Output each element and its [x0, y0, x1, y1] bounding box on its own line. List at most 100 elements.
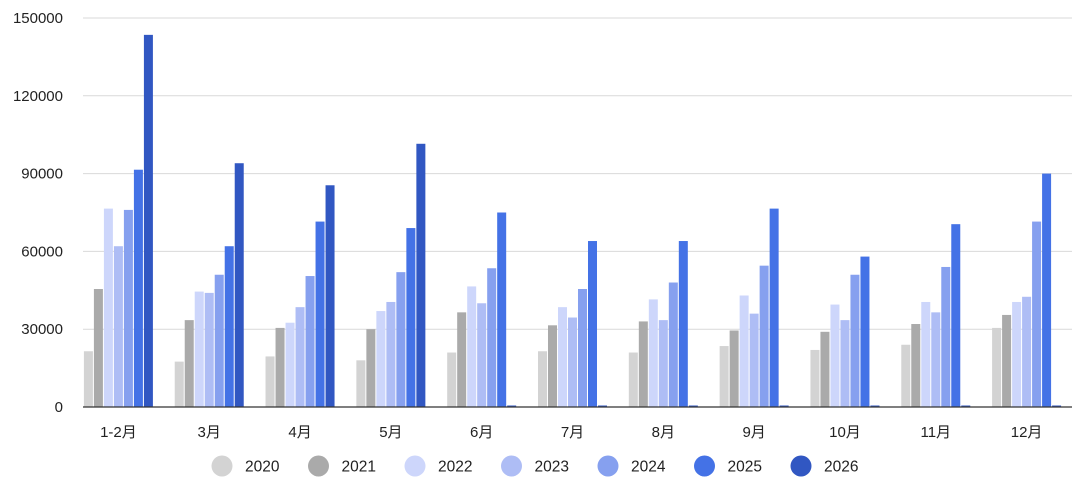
bar-2020-8[interactable]	[719, 346, 729, 407]
legend-item-2021[interactable]: 2021	[308, 455, 376, 477]
bar-2021-11[interactable]	[1002, 314, 1012, 407]
legend-item-2023[interactable]: 2023	[501, 455, 569, 477]
bar-2024-11[interactable]	[1032, 221, 1042, 407]
bar-2023-7[interactable]	[658, 320, 668, 407]
bar-2023-4[interactable]	[386, 301, 396, 407]
bar-2025-10[interactable]	[951, 224, 961, 407]
bar-2020-10[interactable]	[901, 344, 911, 407]
legend[interactable]: 2020 2021 2022 2023 2024 2025 2026	[211, 455, 859, 477]
y-tick-label: 30000	[21, 321, 63, 338]
bar-2021-9[interactable]	[820, 331, 830, 407]
bar-2025-2[interactable]	[224, 246, 234, 407]
bar-2022-7[interactable]	[648, 299, 658, 407]
x-tick-label: 9月	[742, 424, 765, 441]
bars	[83, 34, 1062, 408]
x-tick-label: 4月	[288, 424, 311, 441]
bar-2026-7[interactable]	[688, 405, 698, 408]
bar-2026-3[interactable]	[325, 185, 335, 407]
x-tick-label: 12月	[1011, 424, 1043, 441]
bar-2025-11[interactable]	[1042, 173, 1052, 407]
bar-2024-5[interactable]	[487, 268, 497, 407]
bar-2024-6[interactable]	[578, 289, 587, 407]
bar-2022-2[interactable]	[194, 291, 204, 407]
bar-2025-7[interactable]	[678, 241, 688, 407]
bar-2026-11[interactable]	[1052, 405, 1062, 408]
x-tick-label: 6月	[470, 424, 493, 441]
bar-2020-5[interactable]	[447, 352, 457, 407]
bar-2023-3[interactable]	[295, 307, 305, 407]
bar-2026-8[interactable]	[779, 405, 789, 408]
bar-2024-10[interactable]	[941, 266, 951, 407]
bar-2022-11[interactable]	[1012, 301, 1022, 407]
y-tick-label: 120000	[13, 88, 63, 105]
bar-2023-5[interactable]	[477, 303, 487, 407]
bar-2020-3[interactable]	[265, 356, 275, 407]
bar-2021-10[interactable]	[911, 324, 921, 407]
bar-2020-9[interactable]	[810, 349, 820, 407]
bar-2022-3[interactable]	[285, 322, 295, 407]
bar-2023-10[interactable]	[931, 312, 941, 407]
legend-marker	[211, 455, 233, 477]
bar-2024-1[interactable]	[123, 209, 133, 407]
x-tick-label: 8月	[652, 424, 675, 441]
y-tick-label: 150000	[13, 10, 63, 27]
bar-2026-1[interactable]	[143, 34, 153, 408]
bar-2026-4[interactable]	[416, 143, 426, 407]
legend-item-2026[interactable]: 2026	[790, 455, 859, 477]
legend-item-2022[interactable]: 2022	[404, 455, 473, 477]
bar-2021-5[interactable]	[457, 312, 467, 407]
bar-2021-2[interactable]	[184, 320, 194, 407]
bar-2020-6[interactable]	[538, 351, 547, 407]
legend-marker	[694, 455, 715, 477]
bar-2025-6[interactable]	[588, 241, 597, 407]
bar-2025-9[interactable]	[860, 256, 870, 407]
bar-2026-6[interactable]	[598, 405, 607, 408]
bar-2022-1[interactable]	[103, 208, 113, 407]
bar-2023-8[interactable]	[749, 313, 759, 407]
bar-2020-2[interactable]	[174, 361, 184, 407]
bar-2021-6[interactable]	[548, 325, 557, 407]
bar-2022-9[interactable]	[830, 304, 840, 407]
legend-item-2025[interactable]: 2025	[694, 455, 762, 477]
bar-2022-8[interactable]	[739, 295, 749, 407]
bar-2023-1[interactable]	[113, 246, 123, 407]
bar-2021-4[interactable]	[366, 329, 376, 407]
bar-2026-2[interactable]	[234, 163, 244, 407]
bar-2025-3[interactable]	[315, 221, 325, 407]
bar-2022-4[interactable]	[376, 311, 386, 407]
bar-2025-5[interactable]	[497, 212, 507, 408]
bar-2024-4[interactable]	[396, 272, 406, 407]
bar-2020-11[interactable]	[992, 327, 1002, 407]
x-tick-label: 3月	[198, 424, 221, 441]
legend-item-2024[interactable]: 2024	[597, 455, 666, 477]
bar-2022-10[interactable]	[921, 301, 931, 407]
bar-2023-9[interactable]	[840, 320, 850, 407]
bar-2022-6[interactable]	[558, 307, 567, 407]
legend-marker	[597, 455, 619, 477]
bar-2021-3[interactable]	[275, 327, 285, 407]
bar-2021-8[interactable]	[729, 330, 739, 407]
bar-2024-8[interactable]	[759, 265, 769, 407]
bar-2024-3[interactable]	[305, 276, 315, 407]
bar-2023-6[interactable]	[568, 317, 577, 407]
y-tick-label: 90000	[21, 166, 63, 183]
bar-2026-5[interactable]	[507, 405, 517, 408]
bar-2025-1[interactable]	[133, 169, 143, 407]
bar-2025-4[interactable]	[406, 228, 416, 407]
bar-2024-9[interactable]	[850, 274, 860, 407]
legend-item-2020[interactable]: 2020	[211, 455, 280, 477]
bar-2020-1[interactable]	[83, 351, 93, 407]
bar-2026-9[interactable]	[870, 405, 880, 408]
bar-2022-5[interactable]	[467, 286, 477, 407]
bar-2021-7[interactable]	[638, 321, 648, 407]
bar-2021-1[interactable]	[93, 289, 103, 407]
bar-2026-10[interactable]	[961, 405, 971, 408]
bar-2025-8[interactable]	[769, 208, 779, 407]
bar-2020-4[interactable]	[356, 360, 366, 407]
bar-2023-11[interactable]	[1022, 296, 1032, 407]
bar-2020-7[interactable]	[628, 352, 638, 407]
bar-2024-2[interactable]	[214, 274, 224, 407]
bar-2024-7[interactable]	[668, 282, 678, 407]
bar-2023-2[interactable]	[204, 292, 214, 407]
